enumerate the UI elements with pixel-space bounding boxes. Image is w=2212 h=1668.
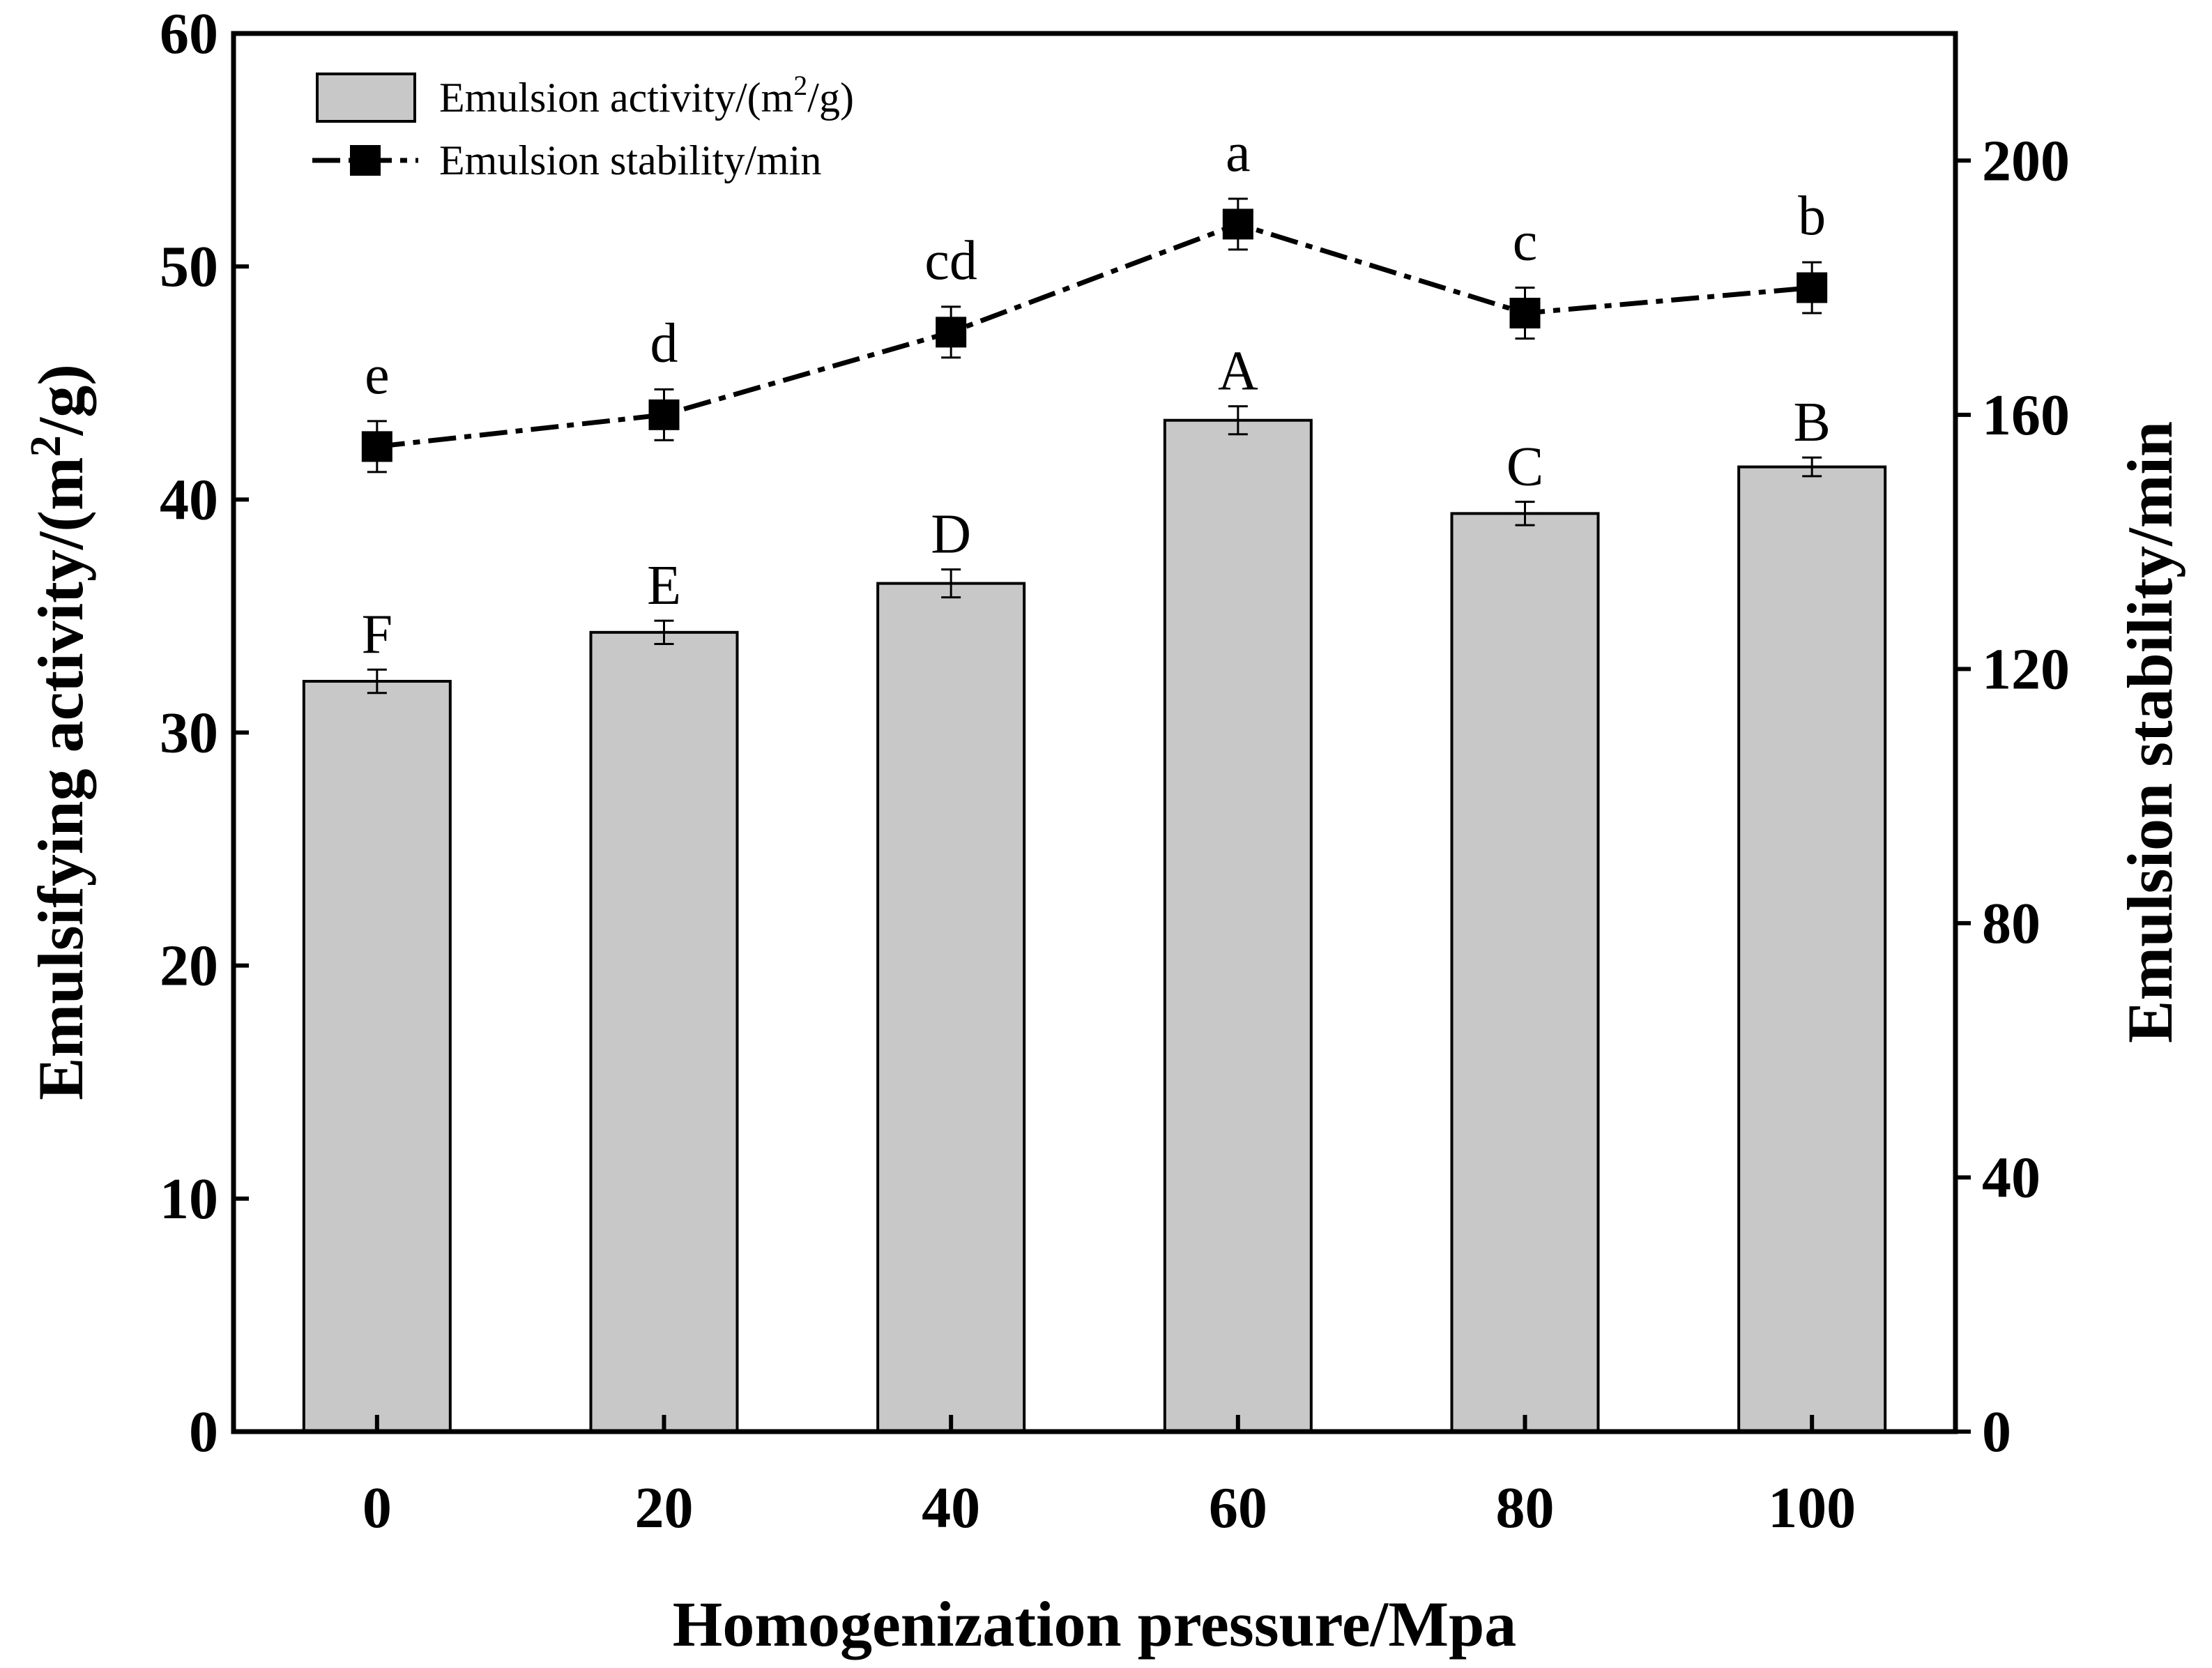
x-axis: 0 20 40 60 80 100	[363, 1415, 1856, 1540]
bar-letter: B	[1793, 392, 1830, 453]
x-tick-label: 60	[1209, 1476, 1267, 1540]
bar	[302, 679, 452, 1434]
line-marker	[648, 399, 680, 430]
line-letter: cd	[924, 230, 977, 291]
bar	[876, 582, 1026, 1434]
bar	[1450, 512, 1600, 1434]
x-tick-label: 100	[1768, 1476, 1856, 1540]
line-letter: b	[1798, 185, 1826, 247]
legend-bar-label-sup: 2	[793, 70, 807, 101]
bar	[589, 630, 739, 1433]
bar-letter: A	[1218, 341, 1258, 402]
bar-letter: D	[931, 504, 971, 566]
line-marker	[1509, 298, 1541, 328]
legend-bar-label-main: Emulsion activity/(m	[439, 75, 793, 121]
right-y-tick-label: 40	[1982, 1145, 2041, 1210]
left-y-tick-label: 0	[189, 1400, 218, 1464]
left-y-tick-label: 10	[160, 1167, 218, 1231]
line-significance-letters: e d cd a c b	[365, 122, 1826, 406]
bar-series	[302, 418, 1887, 1434]
right-y-tick-label: 120	[1982, 637, 2070, 702]
bar-error-bars	[367, 405, 1822, 695]
line-marker	[1797, 272, 1828, 303]
line-marker	[1222, 208, 1253, 240]
line-marker	[361, 431, 392, 462]
legend-bar-swatch	[316, 73, 416, 123]
left-y-tick-label: 50	[160, 234, 218, 299]
left-y-tick-label: 30	[160, 701, 218, 766]
right-y-tick-label: 160	[1982, 383, 2070, 448]
legend-line-marker	[350, 145, 381, 176]
right-y-axis-title: Emulsion stability/min	[2114, 421, 2186, 1043]
bar-letter: F	[362, 604, 393, 665]
legend-line-label: Emulsion stability/min	[439, 137, 821, 183]
line-path	[376, 221, 1813, 449]
line-letter: d	[650, 312, 678, 374]
left-y-axis-title-sup: 2	[22, 435, 70, 457]
line-series	[361, 197, 1828, 473]
left-y-tick-label: 60	[160, 1, 218, 66]
right-y-tick-label: 0	[1982, 1400, 2011, 1464]
left-y-tick-label: 40	[160, 467, 218, 532]
x-tick-label: 20	[635, 1476, 694, 1540]
line-marker	[936, 317, 967, 348]
x-tick-label: 0	[363, 1476, 392, 1540]
left-y-axis-title: Emulsifying activity/(m2/g)	[22, 364, 96, 1100]
left-y-tick-label: 20	[160, 934, 218, 999]
line-letter: c	[1513, 211, 1538, 273]
right-y-tick-label: 200	[1982, 128, 2070, 193]
line-letter: e	[365, 344, 390, 406]
bar	[1737, 465, 1887, 1433]
left-y-axis-title-tail: /g)	[25, 364, 96, 436]
legend-bar-label: Emulsion activity/(m2/g)	[439, 70, 854, 121]
left-y-axis: 0 10 20 30 40 50 60	[160, 1, 249, 1464]
bar-significance-letters: F E D A C B	[362, 341, 1831, 666]
right-y-tick-label: 80	[1982, 891, 2041, 956]
x-tick-label: 40	[922, 1476, 980, 1540]
x-tick-label: 80	[1496, 1476, 1555, 1540]
x-axis-title: Homogenization pressure/Mpa	[673, 1589, 1516, 1660]
line-letter: a	[1226, 122, 1251, 183]
right-y-axis: 0 40 80 120 160 200	[1955, 128, 2070, 1464]
bar-letter: E	[647, 555, 681, 616]
legend-bar-label-tail: /g)	[807, 75, 854, 121]
bar-letter: C	[1507, 437, 1543, 498]
bar	[1163, 418, 1313, 1433]
left-y-axis-title-main: Emulsifying activity/(m	[25, 457, 96, 1100]
legend: Emulsion activity/(m2/g) Emulsion stabil…	[312, 70, 854, 183]
